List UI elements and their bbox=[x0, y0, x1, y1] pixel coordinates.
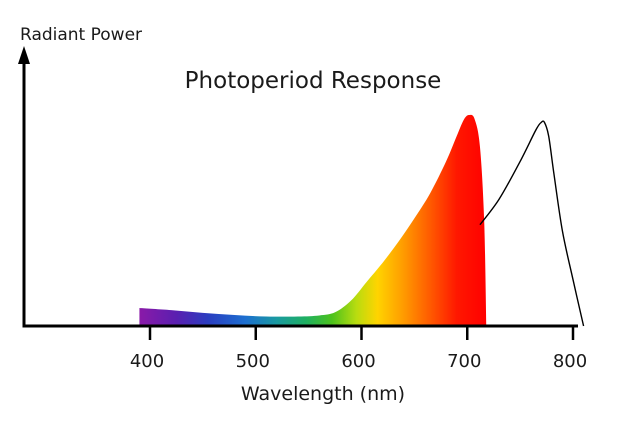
y-axis-arrowhead bbox=[18, 46, 30, 64]
y-axis-label: Radiant Power bbox=[20, 25, 142, 45]
x-axis-ticks: 400 500 600 700 800 bbox=[130, 326, 587, 372]
x-axis-label: Wavelength (nm) bbox=[241, 383, 405, 405]
spectrum-response-area bbox=[139, 114, 487, 327]
far-red-response-curve bbox=[479, 120, 585, 327]
chart-title: Photoperiod Response bbox=[185, 68, 442, 94]
x-tick-label-800: 800 bbox=[553, 351, 587, 372]
x-tick-label-500: 500 bbox=[236, 351, 270, 372]
plot-area bbox=[139, 114, 585, 327]
x-tick-label-700: 700 bbox=[447, 351, 481, 372]
x-tick-label-400: 400 bbox=[130, 351, 164, 372]
x-tick-label-600: 600 bbox=[341, 351, 375, 372]
